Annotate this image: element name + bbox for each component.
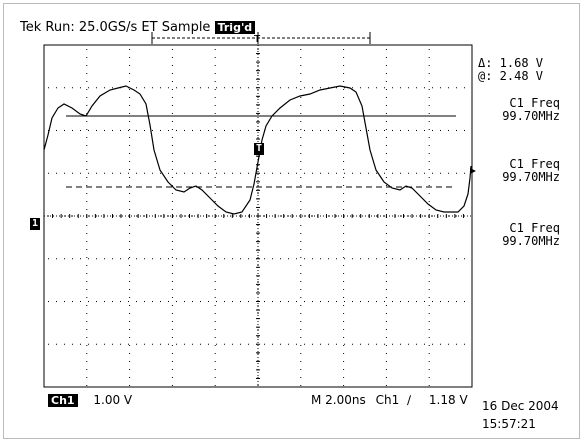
timestamp: 16 Dec 2004 15:57:21 xyxy=(482,397,559,433)
measurement-2-value: 99.70MHz xyxy=(502,170,560,184)
center-ticks xyxy=(43,44,472,387)
channel-ground-marker: 1 xyxy=(30,218,41,230)
channel-badge: Ch1 xyxy=(48,394,78,407)
timebase-readout: M 2.00ns Ch1 ∕ 1.18 V xyxy=(311,393,468,407)
measurement-1: C1 Freq 99.70MHz xyxy=(488,97,560,123)
svg-text:T: T xyxy=(253,34,261,45)
waveform-trace xyxy=(43,85,472,215)
cursor-delta: Δ: 1.68 V xyxy=(478,56,544,70)
measurement-2-label: C1 Freq xyxy=(509,157,560,171)
trigger-status-badge: Trig'd xyxy=(214,21,256,34)
cursor-arrow-icon xyxy=(470,168,476,174)
brand-label: Tek xyxy=(20,20,42,35)
cursor-at: @: 2.48 V xyxy=(478,69,544,83)
cursor-readout: Δ: 1.68 V @: 2.48 V xyxy=(478,57,543,83)
status-header: Tek Run: 25.0GS/s ET Sample Trig'd xyxy=(20,20,256,35)
date-label: 16 Dec 2004 xyxy=(482,399,559,413)
time-label: 15:57:21 xyxy=(482,417,536,431)
trigger-source: Ch1 xyxy=(375,393,400,407)
trigger-position-bracket: T xyxy=(151,32,371,45)
measurement-2: C1 Freq 99.70MHz xyxy=(488,158,560,184)
trigger-slope-icon: ∕ xyxy=(407,393,412,407)
trigger-level: 1.18 V xyxy=(428,393,468,407)
measurement-3-label: C1 Freq xyxy=(509,221,560,235)
trigger-point-marker: T xyxy=(254,143,265,155)
timebase: M 2.00ns xyxy=(311,393,366,407)
volts-per-div: 1.00 V xyxy=(93,393,133,407)
channel-scale: Ch1 1.00 V xyxy=(48,393,132,407)
screenshot-frame xyxy=(3,3,580,439)
measurement-3: C1 Freq 99.70MHz xyxy=(488,222,560,248)
acquisition-status: Run: 25.0GS/s ET Sample xyxy=(45,20,211,35)
measurement-3-value: 99.70MHz xyxy=(502,234,560,248)
measurement-1-value: 99.70MHz xyxy=(502,109,560,123)
measurement-1-label: C1 Freq xyxy=(509,96,560,110)
